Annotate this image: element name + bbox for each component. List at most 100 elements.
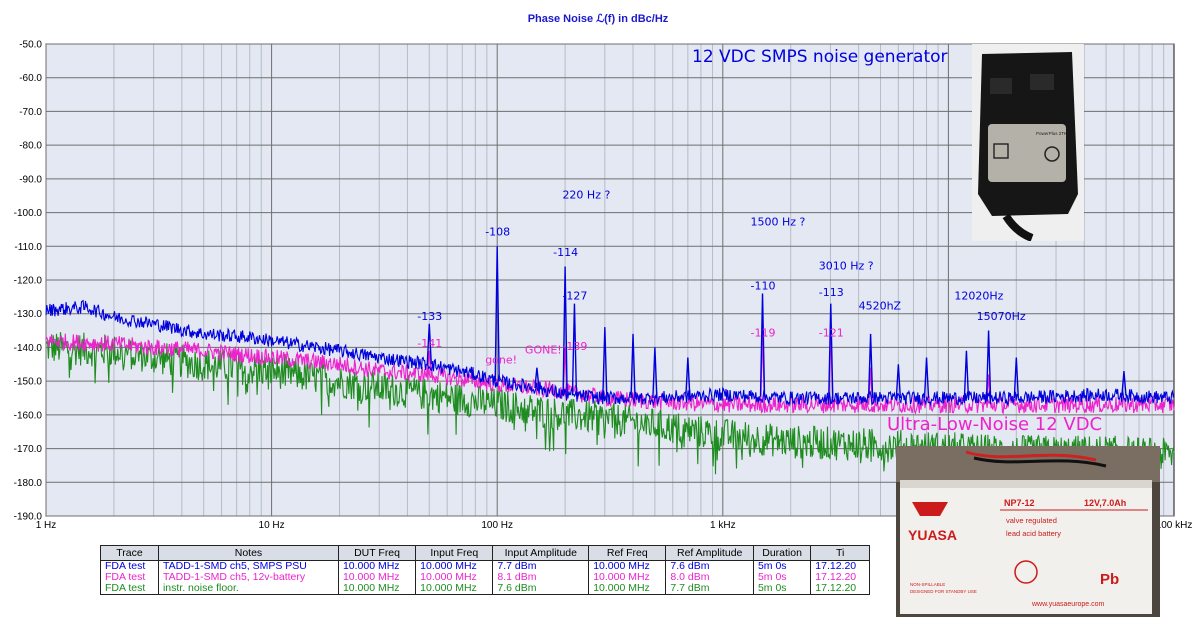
y-tick-label: -130.0 — [14, 309, 43, 320]
col-trace: Trace — [100, 545, 159, 561]
psu-ce-mark-icon — [1044, 146, 1060, 162]
col-time: Ti — [810, 545, 870, 561]
col-ref-freq: Ref Freq — [588, 545, 667, 561]
spur-0 — [1013, 357, 1020, 399]
annotation-label: -114 — [553, 246, 578, 259]
table-cell: 17.12.20 — [810, 583, 870, 595]
y-axis-ticks: -50.0 -60.0 -70.0 -80.0 -90.0 -100.0 -110.0 -12… — [14, 40, 43, 523]
battery-photo: YUASA NP7-12 12V,7.0Ah valve regulated l… — [896, 446, 1160, 617]
trace-table: Trace Notes DUT Freq Input Freq Input Am… — [100, 545, 870, 595]
annotation-label: -141 — [417, 337, 442, 350]
table-cell: 7.7 dBm — [665, 583, 754, 595]
chart-title: Phase Noise ℒ(f) in dBc/Hz — [528, 13, 669, 25]
y-tick-label: -190.0 — [14, 512, 43, 523]
y-tick-label: -140.0 — [14, 343, 43, 354]
table-cell: 17.12.20 — [810, 560, 870, 572]
col-input-freq: Input Freq — [415, 545, 494, 561]
annotation-label: -119 — [751, 327, 776, 340]
annotation-label: GONE! — [525, 344, 562, 357]
annotation-label: -133 — [417, 310, 442, 323]
spur-0 — [571, 303, 578, 396]
trace-table-container: Trace Notes DUT Freq Input Freq Input Am… — [100, 545, 870, 595]
annotation-label: 15070Hz — [977, 310, 1026, 323]
annotation-label: -139 — [562, 340, 587, 353]
battery-brand: YUASA — [908, 527, 957, 543]
battery-line1: valve regulated — [1006, 516, 1057, 525]
battery-rating: 12V,7.0Ah — [1084, 498, 1126, 508]
annotation-label: -127 — [562, 290, 587, 303]
table-cell: 17.12.20 — [810, 572, 870, 583]
battery-url: www.yuasaeurope.com — [1031, 601, 1105, 608]
x-tick-label: 10 Hz — [259, 520, 285, 531]
table-cell: 10.000 MHz — [588, 572, 667, 583]
spur-0 — [828, 303, 834, 399]
table-cell: 7.6 dBm — [492, 583, 590, 595]
spur-0 — [562, 266, 568, 395]
x-tick-label: 100 Hz — [481, 520, 513, 531]
psu-label-text: PowerPlus 2TK — [1036, 131, 1067, 136]
y-tick-label: -150.0 — [14, 377, 43, 388]
spur-0 — [895, 364, 902, 399]
annotation-label: -121 — [819, 327, 844, 340]
col-duration: Duration — [752, 545, 812, 561]
col-input-amplitude: Input Amplitude — [492, 545, 590, 561]
table-row: FDA test TADD-1-SMD ch5, 12v-battery 10.00… — [100, 572, 870, 583]
spur-0 — [426, 323, 432, 365]
table-cell: 5m 0s — [752, 560, 812, 572]
spur-0 — [923, 357, 930, 399]
col-dut-freq: DUT Freq — [337, 545, 417, 561]
smps-overlay-label: 12 VDC SMPS noise generator — [692, 47, 948, 67]
annotation-label: 4520hZ — [859, 300, 902, 313]
battery-small2: DESIGNED FOR STANDBY USE — [910, 589, 977, 594]
y-tick-label: -70.0 — [19, 107, 42, 118]
spur-0 — [602, 327, 608, 399]
annotation-label: -113 — [819, 286, 844, 299]
annotation-label: 220 Hz ? — [562, 188, 610, 201]
y-tick-label: -80.0 — [19, 141, 42, 152]
spur-0 — [985, 330, 992, 399]
x-tick-label: 1 Hz — [36, 520, 57, 531]
battery-small1: NON-SPILLABLE — [910, 582, 945, 587]
table-cell: 10.000 MHz — [415, 560, 494, 572]
spur-0 — [759, 293, 766, 397]
y-tick-label: -170.0 — [14, 444, 43, 455]
spur-0 — [494, 246, 500, 382]
table-cell: 10.000 MHz — [415, 583, 494, 595]
y-tick-label: -180.0 — [14, 478, 43, 489]
annotation-label: -110 — [751, 279, 776, 292]
annotation-label: -108 — [485, 226, 510, 239]
annotation-label: 1500 Hz ? — [751, 215, 806, 228]
table-cell: 10.000 MHz — [415, 572, 494, 583]
table-cell: 5m 0s — [752, 572, 812, 583]
battery-line2: lead acid battery — [1006, 529, 1061, 538]
psu-photo: PowerPlus 2TK — [972, 44, 1084, 241]
yuasa-logo-icon — [912, 502, 948, 516]
y-tick-label: -60.0 — [19, 73, 42, 84]
table-cell: 5m 0s — [752, 583, 812, 595]
annotation-label: gone! — [485, 354, 517, 367]
table-cell: 10.000 MHz — [588, 560, 667, 572]
col-notes: Notes — [157, 545, 339, 561]
table-row: FDA test TADD-1-SMD ch5, SMPS PSU 10.000 M… — [100, 560, 870, 572]
battery-model: NP7-12 — [1004, 498, 1035, 508]
annotation-label: 12020Hz — [954, 290, 1003, 303]
spur-0 — [1121, 370, 1127, 396]
y-tick-label: -120.0 — [14, 276, 43, 287]
spur-0 — [867, 333, 874, 399]
table-header-row: Trace Notes DUT Freq Input Freq Input Am… — [100, 545, 870, 561]
spur-0 — [685, 357, 691, 397]
y-tick-label: -110.0 — [14, 242, 42, 253]
spur-0 — [534, 367, 540, 388]
table-row: FDA test instr. noise floor. 10.000 MHz 10.… — [100, 583, 870, 595]
table-cell: 10.000 MHz — [588, 583, 667, 595]
table-cell: instr. noise floor. — [157, 583, 339, 595]
battery-overlay-label: Ultra-Low-Noise 12 VDC — [887, 414, 1102, 435]
table-cell: 10.000 MHz — [337, 583, 417, 595]
y-tick-label: -90.0 — [19, 174, 42, 185]
annotation-label: 3010 Hz ? — [819, 259, 874, 272]
table-cell: FDA test — [100, 583, 159, 595]
annotations: -133 -108 -114 -127 220 Hz ? 1500 Hz ? -110 301… — [417, 188, 1026, 366]
spur-0 — [630, 333, 636, 399]
col-ref-amplitude: Ref Amplitude — [665, 545, 754, 561]
battery-pb: Pb — [1100, 571, 1119, 588]
